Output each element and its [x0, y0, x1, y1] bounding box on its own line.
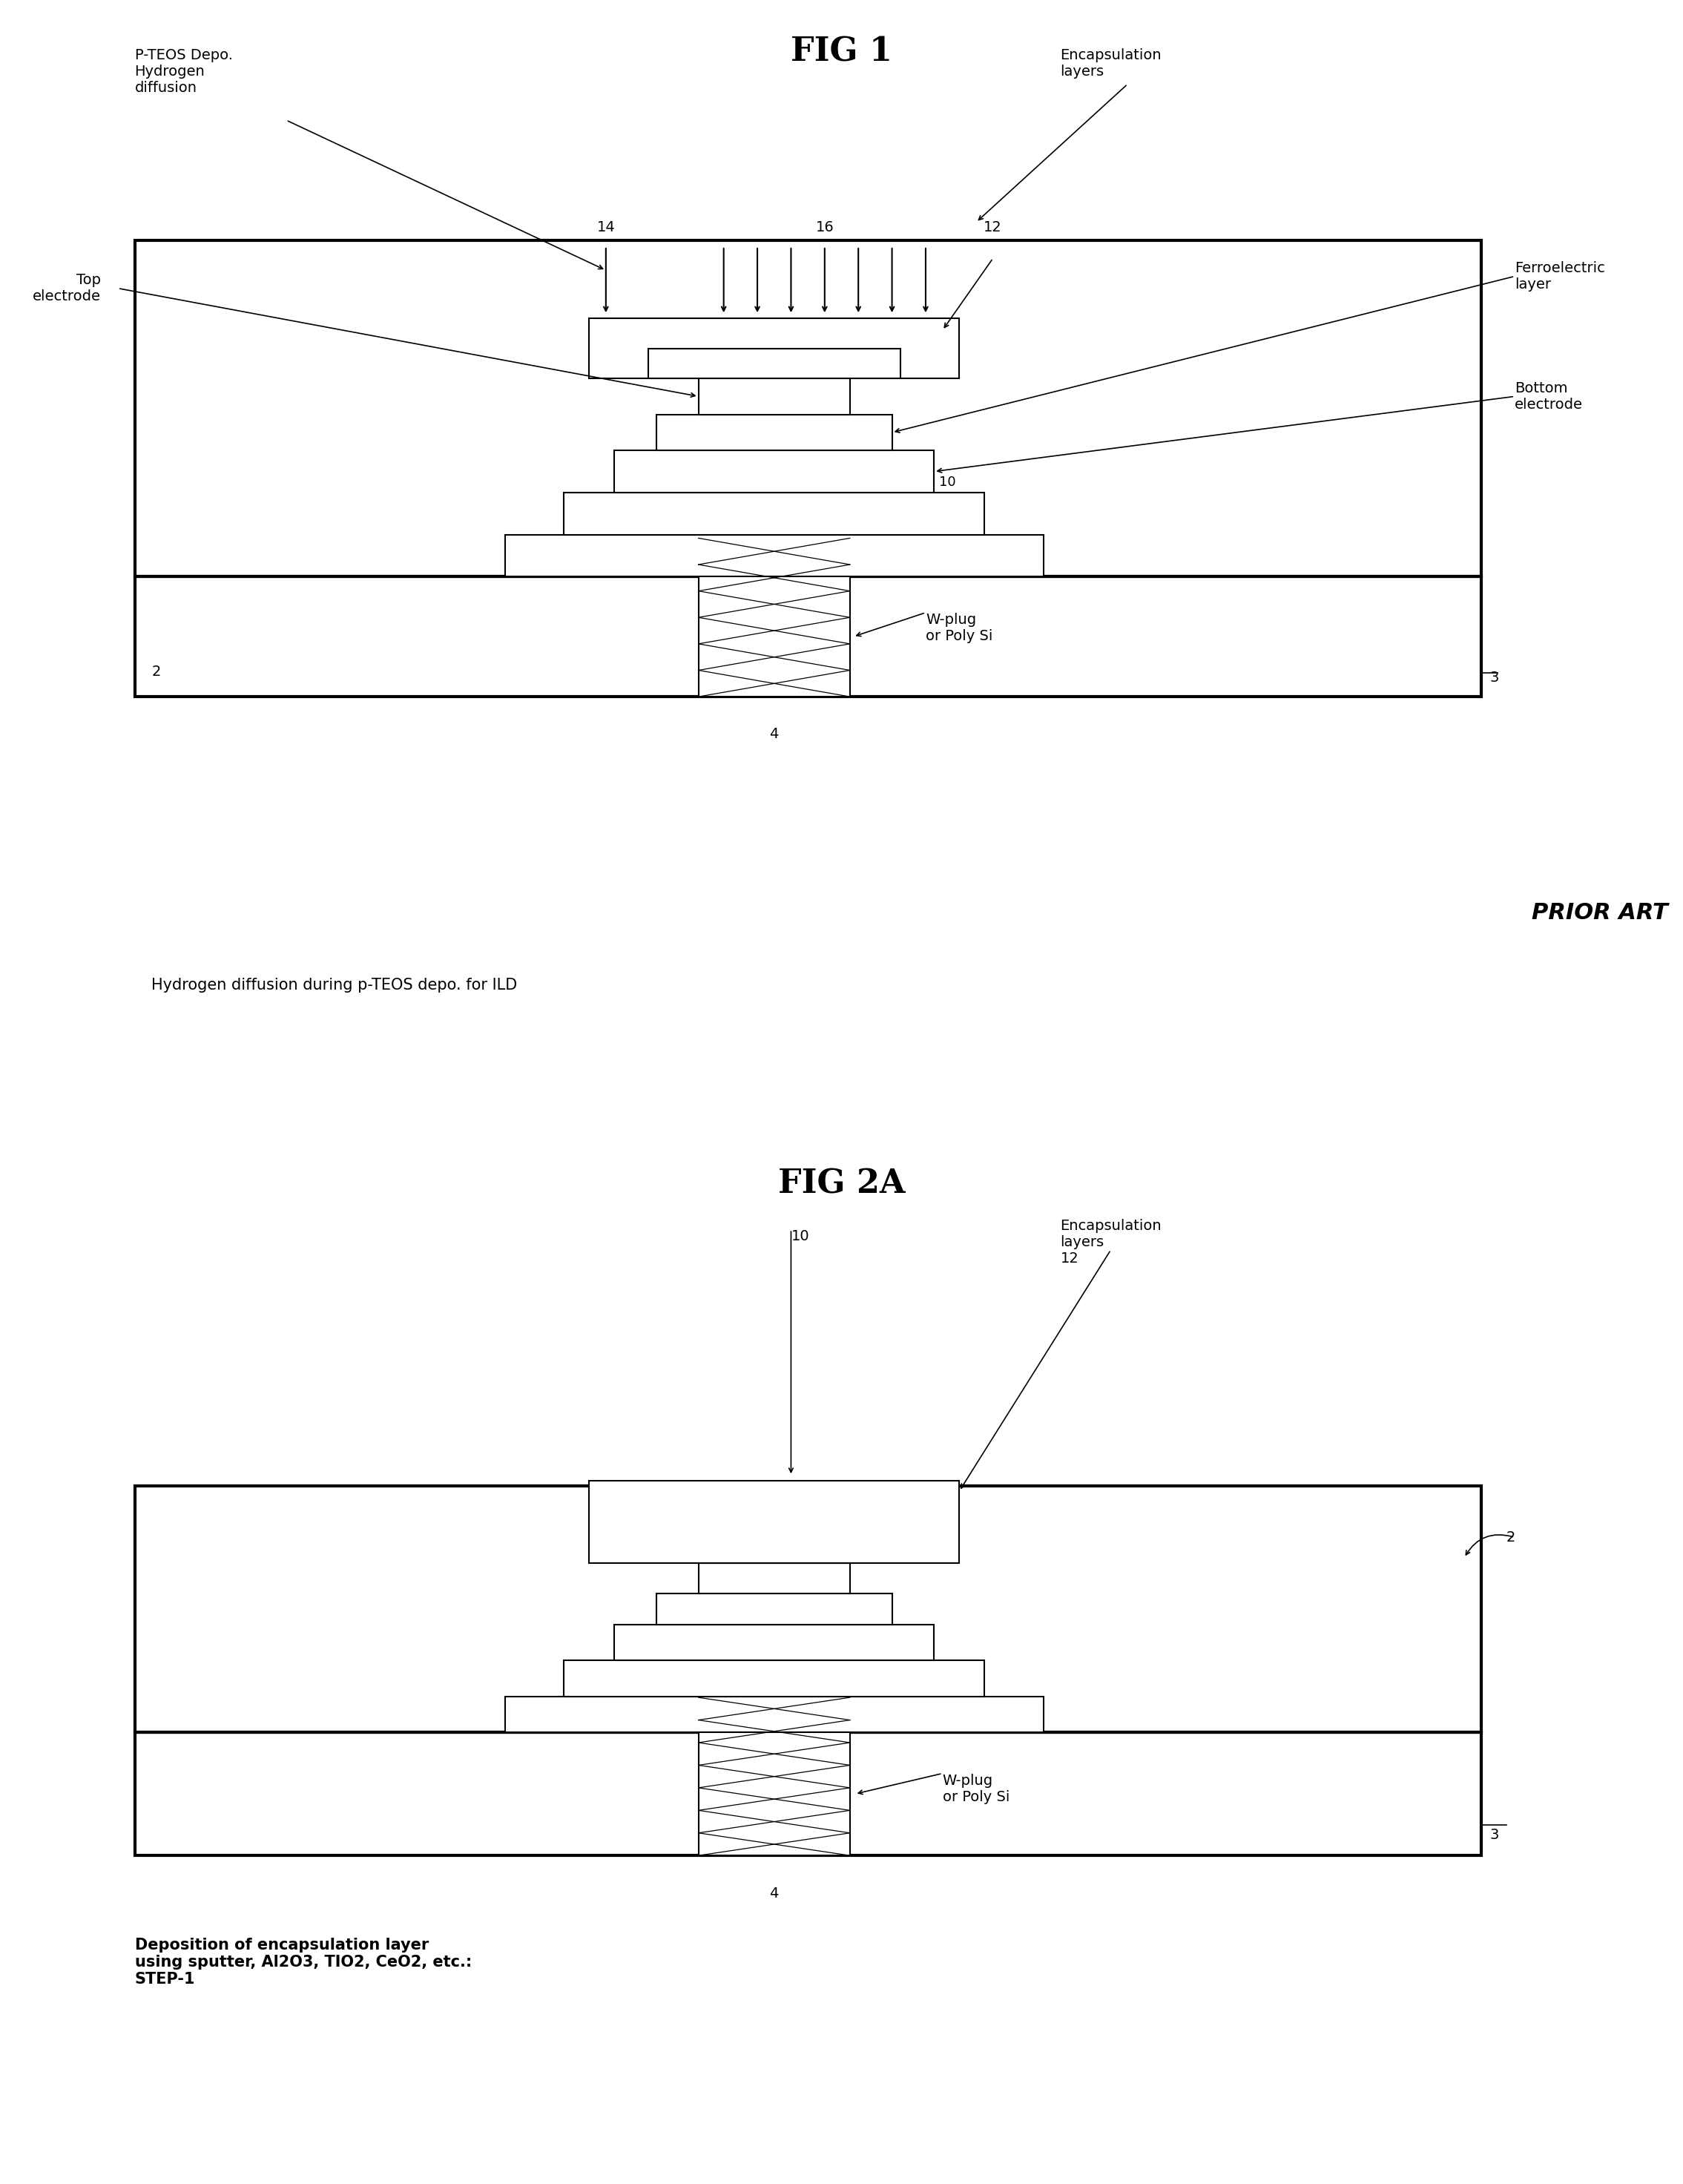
Text: P-TEOS Depo.
Hydrogen
diffusion: P-TEOS Depo. Hydrogen diffusion — [135, 48, 232, 94]
Bar — [564, 1660, 985, 1697]
Text: 12: 12 — [985, 221, 1001, 234]
Text: 16: 16 — [816, 221, 833, 234]
Text: PRIOR ART: PRIOR ART — [1532, 902, 1668, 924]
Bar — [698, 1564, 850, 1594]
Bar — [656, 1594, 892, 1625]
Text: W-plug
or Poly Si: W-plug or Poly Si — [926, 612, 993, 642]
Bar — [135, 1732, 1481, 1856]
Text: 14: 14 — [597, 221, 614, 234]
Text: 5: 5 — [513, 559, 522, 572]
Bar — [614, 450, 934, 494]
Text: 3: 3 — [1489, 1828, 1498, 1841]
Text: Encapsulation
layers: Encapsulation layers — [1060, 48, 1161, 79]
Bar — [505, 1697, 1043, 1732]
Text: W-plug
or Poly Si: W-plug or Poly Si — [942, 1773, 1010, 1804]
Text: 5: 5 — [513, 1717, 522, 1730]
Text: 8: 8 — [623, 476, 631, 489]
Bar — [135, 577, 1481, 697]
Text: 4: 4 — [769, 727, 779, 740]
Text: 10: 10 — [939, 476, 956, 489]
Bar — [698, 1732, 850, 1856]
Bar — [648, 347, 900, 378]
Text: Encapsulation
layers
12: Encapsulation layers 12 — [1060, 1219, 1161, 1267]
Bar — [589, 1481, 959, 1564]
Text: Glue Layer: Glue Layer — [564, 559, 636, 572]
Text: Top
electrode: Top electrode — [32, 273, 101, 304]
Bar — [698, 577, 850, 697]
Bar — [698, 378, 850, 415]
Text: FIG 1: FIG 1 — [791, 37, 892, 68]
Text: Hydrogen diffusion during p-TEOS depo. for ILD: Hydrogen diffusion during p-TEOS depo. f… — [151, 978, 517, 992]
Text: 6: 6 — [572, 1679, 581, 1693]
Text: 2: 2 — [151, 664, 160, 679]
Text: Ferroelectric
layer: Ferroelectric layer — [1515, 262, 1606, 290]
Text: Deposition of encapsulation layer
using sputter, Al2O3, TIO2, CeO2, etc.:
STEP-1: Deposition of encapsulation layer using … — [135, 1937, 471, 1987]
Bar — [135, 240, 1481, 577]
Text: 10: 10 — [791, 1230, 810, 1243]
Bar — [505, 535, 1043, 577]
Text: 8: 8 — [623, 1645, 631, 1658]
Text: 3: 3 — [1489, 670, 1498, 686]
Bar — [589, 319, 959, 378]
Text: 2: 2 — [1506, 1531, 1515, 1544]
Text: Glue Layer: Glue Layer — [564, 1717, 636, 1730]
Text: Bottom
electrode: Bottom electrode — [1515, 382, 1584, 411]
Bar — [135, 1485, 1481, 1732]
Bar — [614, 1625, 934, 1660]
Text: 4: 4 — [769, 1887, 779, 1900]
Text: FIG 2A: FIG 2A — [778, 1168, 905, 1199]
Bar — [564, 491, 985, 535]
Text: 6: 6 — [572, 518, 581, 531]
Bar — [656, 415, 892, 450]
